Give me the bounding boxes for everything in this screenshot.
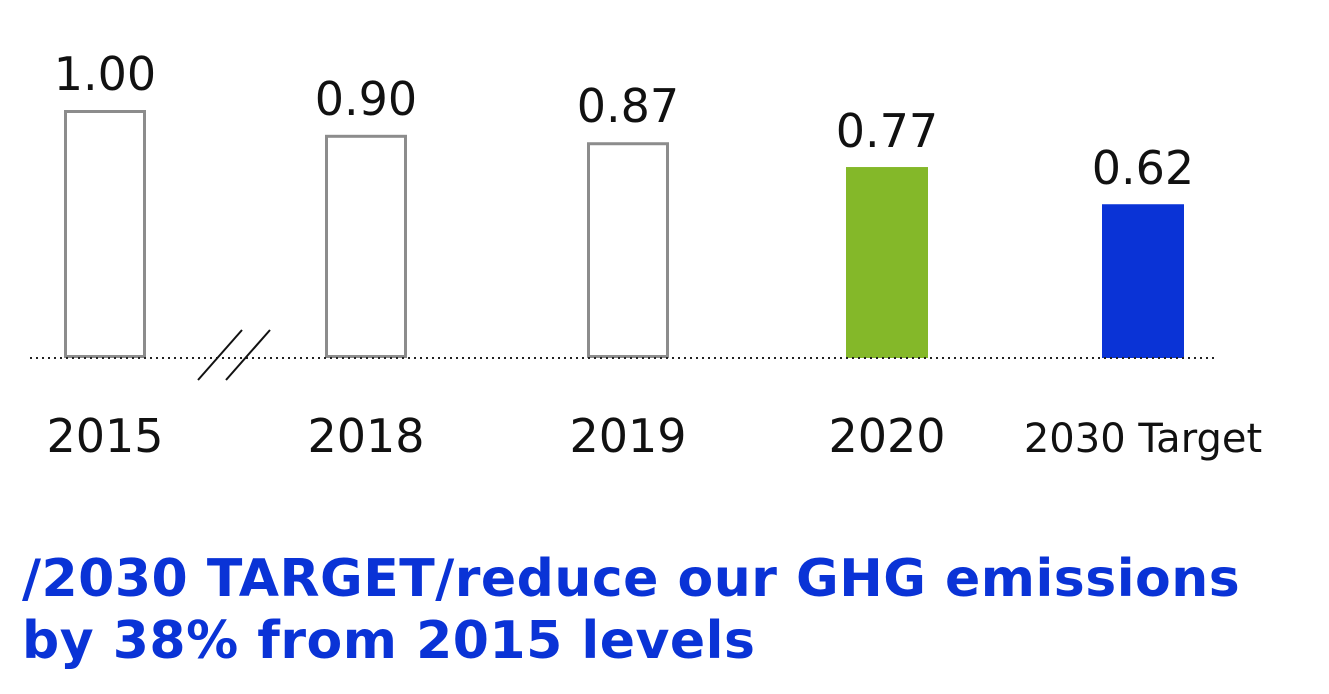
category-label: 2018 — [307, 409, 424, 463]
bars-layer — [64, 110, 1184, 358]
category-label: 2030 Target — [1024, 416, 1262, 462]
value-label: 0.90 — [315, 72, 417, 126]
bar-2018 — [325, 134, 407, 358]
bar-2030-target — [1102, 204, 1184, 358]
value-label: 0.77 — [836, 104, 938, 158]
value-label: 0.62 — [1092, 141, 1194, 195]
category-label: 2020 — [828, 409, 945, 463]
bar-2019 — [587, 142, 669, 358]
bar-2020 — [846, 167, 928, 358]
value-label: 1.00 — [54, 47, 156, 101]
caption-line-2: by 38% from 2015 levels — [22, 611, 756, 671]
bar-2015 — [64, 110, 146, 358]
target-caption: /2030 TARGET/reduce our GHG emissions by… — [22, 548, 1312, 672]
bar-chart: 1.00 2015 0.90 2018 0.87 2019 0.77 2020 0.62 2030… — [30, 47, 1262, 463]
category-label: 2015 — [46, 409, 163, 463]
labels-layer: 1.00 2015 0.90 2018 0.87 2019 0.77 2020 0.62 2030… — [46, 47, 1262, 463]
value-label: 0.87 — [577, 79, 679, 133]
category-label: 2019 — [569, 409, 686, 463]
caption-line-1: /2030 TARGET/reduce our GHG emissions — [22, 549, 1241, 609]
axis-break-marker — [197, 329, 271, 381]
